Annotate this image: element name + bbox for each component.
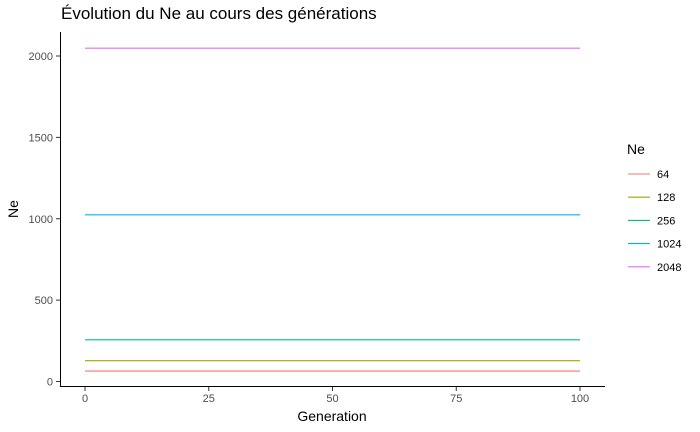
- x-ticks: 0 25 50 75 100: [82, 387, 589, 405]
- y-tick-label: 0: [47, 377, 53, 389]
- y-tick-label: 2000: [29, 51, 53, 63]
- x-tick-label: 25: [203, 393, 215, 405]
- legend-label-128: 128: [657, 192, 675, 204]
- x-tick-label: 75: [450, 393, 462, 405]
- legend-label-2048: 2048: [657, 262, 681, 274]
- x-tick-label: 50: [326, 393, 338, 405]
- series-layer: [85, 47, 580, 372]
- y-tick-label: 500: [35, 295, 53, 307]
- legend-label-64: 64: [657, 169, 669, 181]
- x-tick-label: 100: [571, 393, 589, 405]
- x-axis-title: Generation: [297, 408, 366, 424]
- x-tick-label: 0: [82, 393, 88, 405]
- chart-title: Évolution du Ne au cours des générations: [61, 4, 377, 23]
- legend: 64 128 256 1024 2048: [628, 169, 681, 274]
- y-tick-label: 1000: [29, 214, 53, 226]
- y-tick-label: 1500: [29, 132, 53, 144]
- y-axis-title: Ne: [5, 200, 21, 218]
- legend-title: Ne: [627, 141, 645, 157]
- y-ticks: 0 500 1000 1500 2000: [29, 51, 60, 389]
- legend-label-256: 256: [657, 215, 675, 227]
- legend-label-1024: 1024: [657, 239, 681, 251]
